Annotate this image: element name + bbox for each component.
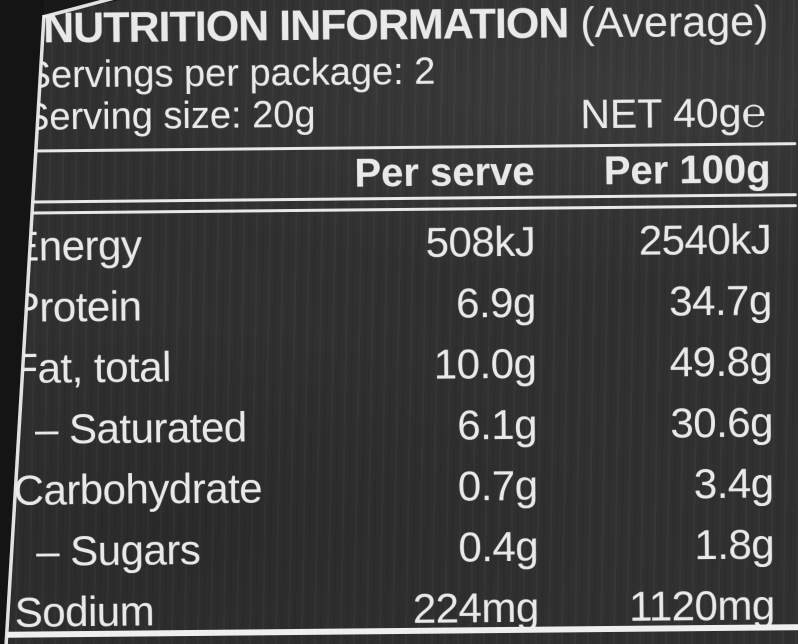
table-row: Protein 6.9g 34.7g xyxy=(0,269,798,338)
per-serve-value: 6.1g xyxy=(457,400,538,448)
per-serve-value: 10.0g xyxy=(433,339,537,388)
per-100g-value: 2540kJ xyxy=(638,214,772,264)
panel-title: NUTRITION INFORMATION xyxy=(42,0,569,53)
serving-size: Serving size: 20g xyxy=(23,93,316,139)
table-row: Fat, total 10.0g 49.8g xyxy=(0,330,798,399)
per-100g-value: 49.8g xyxy=(669,336,773,385)
nutrient-label: – Saturated xyxy=(34,402,247,452)
nutrient-label: Carbohydrate xyxy=(13,463,263,514)
nutrient-label: Protein xyxy=(11,281,142,331)
table-row: Carbohydrate 0.7g 3.4g xyxy=(1,452,798,521)
table-row: Energy 508kJ 2540kJ xyxy=(0,208,798,277)
table-row: – Sugars 0.4g 1.8g xyxy=(2,513,798,582)
nutrition-rows: Energy 508kJ 2540kJ Protein 6.9g 34.7g Fat, to… xyxy=(0,208,798,643)
table-row: – Saturated 6.1g 30.6g xyxy=(1,391,798,460)
per-100g-value: 3.4g xyxy=(693,458,774,507)
per-serve-value: 224mg xyxy=(412,583,539,632)
per-serve-value: 508kJ xyxy=(425,217,536,266)
per-100g-value: 34.7g xyxy=(668,275,773,324)
per-serve-value: 0.4g xyxy=(458,522,539,570)
per-100g-value: 30.6g xyxy=(670,397,774,446)
per-100g-value: 1.8g xyxy=(694,519,775,568)
panel-title-qualifier: (Average) xyxy=(580,0,769,48)
per-serve-value: 0.7g xyxy=(457,461,538,509)
column-header-per-serve: Per serve xyxy=(354,149,535,195)
per-serve-value: 6.9g xyxy=(455,278,537,326)
header-empty-cell xyxy=(11,174,330,177)
panel-title-row: NUTRITION INFORMATION (Average) xyxy=(43,0,769,53)
nutrient-label: Energy xyxy=(11,220,142,270)
per-100g-value: 1120mg xyxy=(628,580,775,630)
servings-per-package: Servings per package: 2 xyxy=(25,50,436,97)
nutrient-label: – Sugars xyxy=(35,525,201,574)
serving-size-row: Serving size: 20g NET 40g℮ xyxy=(24,89,766,143)
net-weight: NET 40g℮ xyxy=(580,89,767,138)
nutrient-label: Fat, total xyxy=(12,342,172,392)
column-header-per-100g: Per 100g xyxy=(603,146,771,193)
table-header-row: Per serve Per 100g xyxy=(0,146,797,200)
